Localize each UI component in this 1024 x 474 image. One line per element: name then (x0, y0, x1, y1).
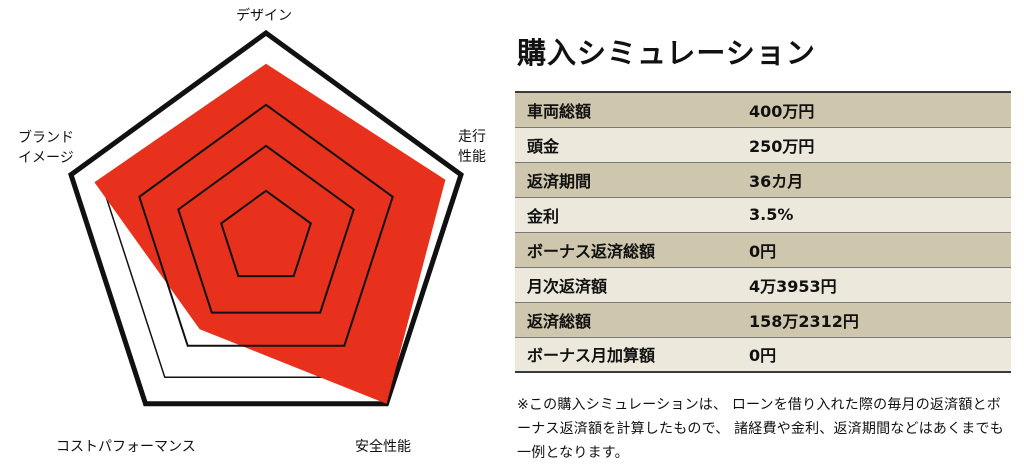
axis-label-design: デザイン (236, 8, 292, 24)
radar-chart (68, 29, 464, 407)
axis-label-safety: 安全性能 (355, 439, 411, 455)
table-row: 頭金 250万円 (515, 126, 1011, 162)
row-label: 頭金 (515, 126, 737, 162)
radar-ring-outer (68, 29, 464, 407)
radar-ring-4 (220, 189, 312, 278)
radar-inner-rings (138, 103, 394, 347)
table-row: ボーナス月加算額 0円 (515, 336, 1011, 372)
row-value: 36カ月 (737, 161, 1011, 197)
table-row: 返済総額 158万2312円 (515, 301, 1011, 337)
row-label: 返済期間 (515, 161, 737, 197)
row-label: ボーナス月加算額 (515, 336, 737, 372)
simulation-title: 購入シミュレーション (517, 36, 816, 70)
table-row: 金利 3.5% (515, 196, 1011, 232)
axis-label-brand-image: ブランド イメージ (18, 130, 74, 166)
row-label: ボーナス返済総額 (515, 231, 737, 267)
row-value: 158万2312円 (737, 301, 1011, 337)
axis-label-cost-performance: コストパフォーマンス (56, 439, 196, 455)
row-value: 4万3953円 (737, 266, 1011, 302)
row-label: 車両総額 (515, 92, 737, 127)
table-row: 車両総額 400万円 (515, 92, 1011, 127)
simulation-table: 車両総額 400万円 頭金 250万円 返済期間 36カ月 金利 3.5% ボー… (515, 91, 1011, 373)
radar-ring-3 (177, 144, 355, 314)
radar-data-area (94, 63, 446, 404)
row-value: 0円 (737, 231, 1011, 267)
row-value: 3.5% (737, 196, 1011, 232)
axis-label-driving: 走行 性能 (458, 129, 486, 165)
row-label: 返済総額 (515, 301, 737, 337)
simulation-note: ※この購入シミュレーションは、 ローンを借り入れた際の毎月の返済額とボーナス返済… (517, 397, 1004, 461)
row-label: 金利 (515, 196, 737, 232)
radar-ring-2 (138, 103, 394, 347)
row-label: 月次返済額 (515, 266, 737, 302)
table-row: 返済期間 36カ月 (515, 161, 1011, 197)
table-row: ボーナス返済総額 0円 (515, 231, 1011, 267)
row-value: 400万円 (737, 92, 1011, 127)
row-value: 0円 (737, 336, 1011, 372)
table-row: 月次返済額 4万3953円 (515, 266, 1011, 302)
row-value: 250万円 (737, 126, 1011, 162)
